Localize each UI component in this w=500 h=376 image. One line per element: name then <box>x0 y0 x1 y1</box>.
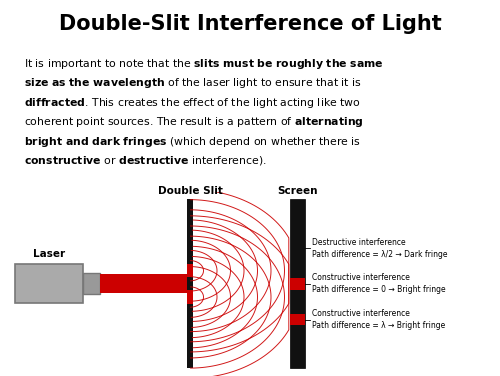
Bar <box>82 273 100 294</box>
Text: Laser: Laser <box>32 249 65 259</box>
Bar <box>290 278 305 290</box>
Bar <box>187 304 193 368</box>
Text: Double-Slit Interference of Light: Double-Slit Interference of Light <box>58 14 442 35</box>
Text: Destructive interference
Path difference = λ/2 → Dark fringe: Destructive interference Path difference… <box>312 238 448 259</box>
Bar <box>187 290 193 304</box>
Bar <box>187 277 193 290</box>
Text: It is important to note that the $\bf{slits\ must\ be\ roughly\ the\ same}$
$\bf: It is important to note that the $\bf{sl… <box>24 57 384 167</box>
Text: Double Slit: Double Slit <box>158 186 222 196</box>
Text: Constructive interference
Path difference = 0 → Bright fringe: Constructive interference Path differenc… <box>312 273 446 294</box>
Bar <box>290 199 305 368</box>
Bar <box>15 264 82 303</box>
Polygon shape <box>100 274 187 293</box>
Bar <box>290 314 305 325</box>
Text: Constructive interference
Path difference = λ → Bright fringe: Constructive interference Path differenc… <box>312 309 446 330</box>
Bar <box>187 199 193 264</box>
Text: Screen: Screen <box>277 186 318 196</box>
Bar <box>187 264 193 277</box>
